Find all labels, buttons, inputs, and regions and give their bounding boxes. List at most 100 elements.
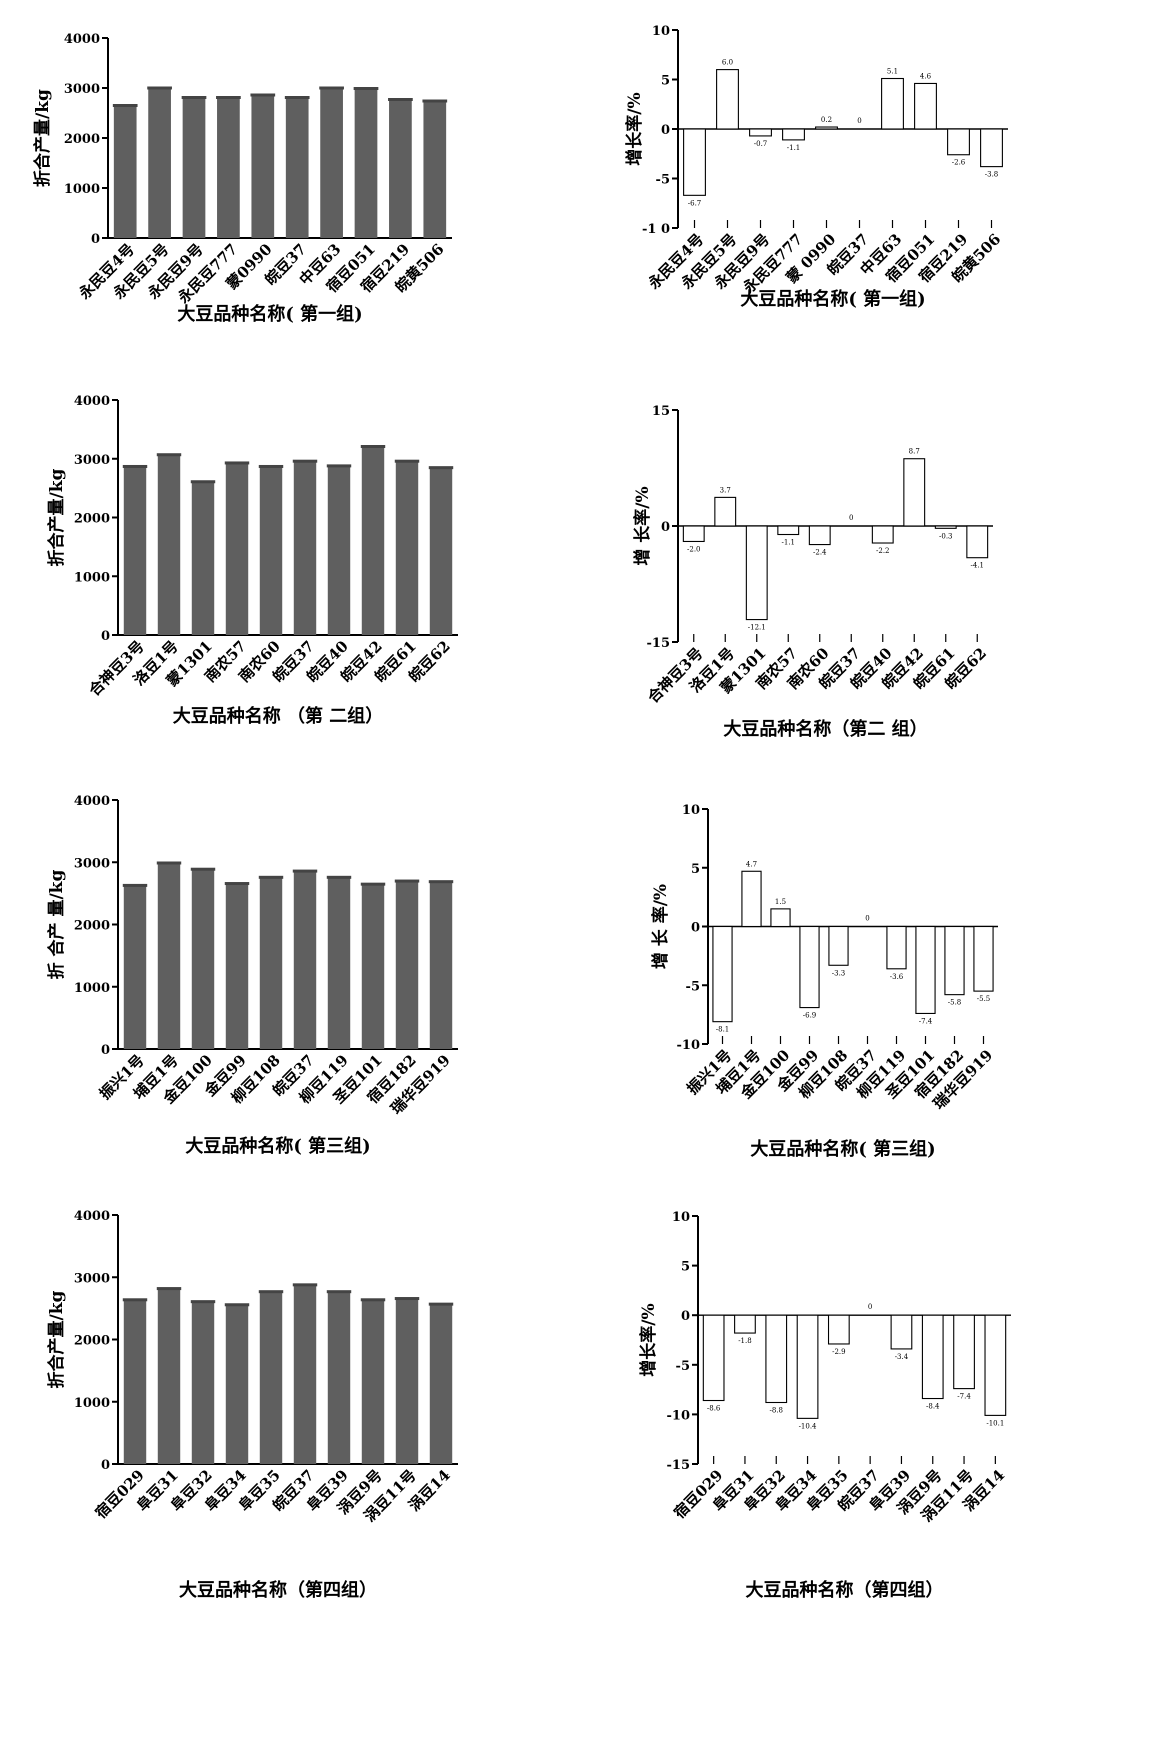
y-axis-title: 增长率/% <box>624 92 645 165</box>
bar-cap <box>292 1283 318 1287</box>
y-tick-label: 10 <box>652 24 670 39</box>
x-axis-title: 大豆品种名称( 第一组) <box>740 288 925 310</box>
y-axis-title: 折 合产 量/kg <box>46 870 67 980</box>
bar <box>903 458 926 527</box>
bar-cap <box>353 87 379 90</box>
bar-cap <box>156 1287 182 1291</box>
bar-cap <box>156 453 182 457</box>
bar-cap <box>428 880 454 884</box>
y-axis-title: 增 长 率/% <box>650 884 671 969</box>
data-label: 4.7 <box>746 860 757 868</box>
bar <box>327 1292 351 1464</box>
bar <box>259 466 283 635</box>
chart-svg: -10 -5 0 5 10 -8.1 4.7 1.5 -6.9 -3.3 0 -3.6 -7.4 -5.8… <box>650 803 998 1160</box>
bar-cap <box>394 459 420 463</box>
bar-cap <box>122 464 148 468</box>
bar <box>395 1299 419 1464</box>
y-tick-label: 0 <box>101 1043 110 1058</box>
bar <box>702 1314 725 1402</box>
bar <box>320 88 343 238</box>
bar <box>148 88 171 238</box>
data-label: -5.5 <box>977 995 991 1003</box>
data-label: -10.1 <box>986 1419 1004 1427</box>
y-tick-label: -1 0 <box>642 222 670 237</box>
y-tick-label: 0 <box>91 232 100 247</box>
bar <box>765 1314 788 1404</box>
bar-cap <box>360 1298 386 1302</box>
bar <box>191 1302 215 1464</box>
bar <box>947 128 970 156</box>
data-label: -8.1 <box>716 1026 730 1034</box>
bar <box>796 1314 819 1419</box>
y-tick-label: 0 <box>681 1309 690 1324</box>
bar <box>191 482 215 635</box>
bar <box>827 1314 850 1345</box>
bar <box>123 466 147 635</box>
bar <box>389 100 412 238</box>
y-tick-label: 5 <box>661 74 670 89</box>
bar-cap <box>250 93 276 97</box>
data-label: -3.6 <box>890 973 904 981</box>
bar <box>745 525 768 621</box>
bar <box>881 77 904 130</box>
data-label: 0.2 <box>821 116 832 124</box>
bar <box>716 69 739 130</box>
y-tick-label: 4000 <box>74 394 110 409</box>
data-label: -12.1 <box>748 624 766 632</box>
y-tick-label: 3000 <box>74 856 110 871</box>
data-label: 3.7 <box>720 486 731 494</box>
data-label: -1.8 <box>738 1337 752 1345</box>
bar-cap <box>284 96 310 99</box>
chart-svg: 01000200030004000合神豆3号洛豆1号蒙1301南农57南农60皖… <box>46 394 458 727</box>
bar <box>953 1314 975 1390</box>
y-tick-label: 2000 <box>74 512 110 527</box>
bar <box>712 925 733 1023</box>
bar <box>259 877 283 1049</box>
bar <box>225 1305 249 1464</box>
y-tick-label: 1000 <box>64 182 100 197</box>
chart-growth-group-2: -15 0 15 -2.0 3.7 -12.1 -1.1 -2.4 0 -2.2 8.7 -0.3 -4… <box>580 375 1158 755</box>
data-label: -3.3 <box>832 969 846 977</box>
bar <box>157 1289 181 1464</box>
y-tick-label: 10 <box>672 1210 690 1225</box>
bar-cap <box>122 1298 148 1302</box>
bar <box>980 128 1003 168</box>
bar-cap <box>258 464 284 468</box>
bar-cap <box>360 445 386 448</box>
bar-cap <box>428 466 454 470</box>
bar <box>361 447 385 635</box>
bar-cap <box>258 875 284 879</box>
data-label: -8.6 <box>707 1405 721 1413</box>
bar <box>293 871 317 1049</box>
x-axis-title: 大豆品种名称 （第 二组） <box>173 705 384 727</box>
y-tick-label: 5 <box>681 1260 690 1275</box>
y-tick-label: 1000 <box>74 981 110 996</box>
bar <box>395 461 419 635</box>
bar-cap <box>428 1302 454 1306</box>
bar-cap <box>394 1297 420 1301</box>
y-axis-title: 折合产量/kg <box>32 89 53 187</box>
y-tick-label: 3000 <box>74 1271 110 1286</box>
chart-svg: 01000200030004000振兴1号埔豆1号金豆100金豆99柳豆108皖… <box>46 794 458 1157</box>
bar <box>113 106 137 238</box>
bar <box>944 925 965 996</box>
bar <box>123 1300 147 1464</box>
bar <box>921 1314 944 1400</box>
data-label: -2.9 <box>832 1348 846 1356</box>
bar <box>815 126 838 130</box>
data-label: -2.0 <box>687 545 701 553</box>
y-axis-title: 折合产量/kg <box>46 1290 67 1388</box>
chart-yield-group-3: 0 1000 2000 3000 4000 振兴1号 埔豆1号 金豆100 金豆99 柳豆108 皖… <box>0 780 560 1180</box>
bar-cap <box>181 96 207 99</box>
bar <box>714 496 737 527</box>
y-tick-label: 4000 <box>74 794 110 809</box>
bar <box>259 1292 283 1464</box>
bar <box>293 1285 317 1464</box>
bar <box>871 525 894 544</box>
bar <box>808 525 831 546</box>
y-tick-label: 15 <box>652 404 670 419</box>
bar <box>429 1304 453 1464</box>
bar-cap <box>326 464 352 468</box>
bar <box>799 925 820 1009</box>
bar <box>395 881 419 1049</box>
